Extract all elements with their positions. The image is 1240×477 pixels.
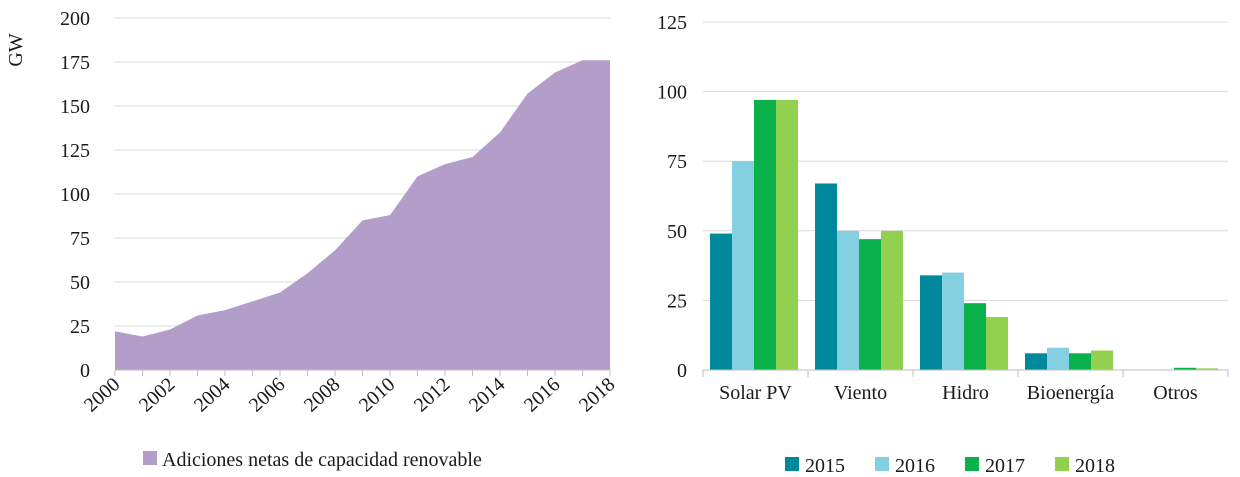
bar-2017-otros bbox=[1174, 367, 1196, 370]
bar-2018-bioenergía bbox=[1091, 350, 1113, 370]
area-x-tick-label: 2012 bbox=[410, 373, 454, 416]
area-chart-x-tick-labels: 2000 2002 2004 2006 2008 2010 2012 2014 2016 2018 bbox=[80, 373, 619, 416]
bar-chart-category-labels: Solar PV Viento Hidro Bioenergía Otros bbox=[719, 382, 1198, 404]
bar-2018-otros bbox=[1196, 368, 1218, 370]
legend-swatch-2017 bbox=[965, 457, 979, 471]
bar-category-label: Viento bbox=[834, 382, 887, 404]
area-y-tick-label: 25 bbox=[70, 316, 90, 338]
bar-category-label: Hidro bbox=[942, 382, 989, 404]
bar-2015-hidro bbox=[920, 275, 942, 370]
legend-label-2015: 2015 bbox=[805, 455, 845, 477]
area-series-renewable-additions bbox=[115, 60, 610, 371]
bar-y-tick-label: 50 bbox=[667, 221, 687, 243]
area-y-tick-label: 200 bbox=[60, 8, 90, 30]
area-y-tick-label: 175 bbox=[60, 52, 90, 74]
legend-swatch-2016 bbox=[875, 457, 889, 471]
bar-category-label: Solar PV bbox=[719, 382, 792, 404]
bar-2018-solar-pv bbox=[776, 99, 798, 371]
area-y-tick-label: 0 bbox=[80, 360, 90, 382]
legend-label-2016: 2016 bbox=[895, 455, 935, 477]
legend-label-renewable-additions: Adiciones netas de capacidad renovable bbox=[162, 449, 482, 471]
bar-2015-bioenergía bbox=[1025, 353, 1047, 370]
bar-2018-viento bbox=[881, 230, 903, 370]
bar-chart: 0 25 50 75 100 125 Solar PV Viento Hidro Bioener… bbox=[657, 12, 1229, 477]
area-x-tick-label: 2016 bbox=[520, 373, 564, 416]
bar-category-label: Bioenergía bbox=[1027, 382, 1115, 404]
legend-swatch-renewable-additions bbox=[143, 451, 157, 465]
bar-2018-hidro bbox=[986, 317, 1008, 370]
area-x-tick-label: 2006 bbox=[245, 373, 289, 416]
legend-label-2017: 2017 bbox=[985, 455, 1025, 477]
area-x-tick-label: 2010 bbox=[355, 373, 399, 416]
bar-category-label: Otros bbox=[1153, 382, 1198, 404]
area-chart-legend: Adiciones netas de capacidad renovable bbox=[143, 449, 482, 471]
bar-2017-hidro bbox=[964, 303, 986, 370]
area-x-tick-label: 2018 bbox=[575, 373, 619, 416]
legend-swatch-2018 bbox=[1055, 457, 1069, 471]
bar-2017-solar-pv bbox=[754, 99, 776, 371]
area-y-tick-label: 100 bbox=[60, 184, 90, 206]
bar-2016-bioenergía bbox=[1047, 347, 1069, 370]
area-y-tick-label: 50 bbox=[70, 272, 90, 294]
bar-chart-legend: 2015 2016 2017 2018 bbox=[785, 455, 1115, 477]
bar-chart-bars bbox=[710, 99, 1218, 371]
bar-2017-bioenergía bbox=[1069, 353, 1091, 370]
bar-2016-viento bbox=[837, 230, 859, 370]
area-x-tick-label: 2008 bbox=[300, 373, 344, 416]
legend-swatch-2015 bbox=[785, 457, 799, 471]
bar-chart-x-tick-marks bbox=[702, 370, 1229, 377]
area-x-tick-label: 2004 bbox=[190, 373, 234, 416]
area-y-tick-label: 125 bbox=[60, 140, 90, 162]
area-chart-y-tick-labels: 0 25 50 75 100 125 150 175 200 bbox=[60, 8, 90, 382]
bar-y-tick-label: 0 bbox=[677, 360, 687, 382]
bar-2016-hidro bbox=[942, 272, 964, 370]
area-chart-x-tick-marks bbox=[114, 370, 611, 376]
area-x-tick-label: 2014 bbox=[465, 373, 509, 416]
bar-2016-solar-pv bbox=[732, 161, 754, 370]
bar-y-tick-label: 100 bbox=[657, 82, 687, 104]
bar-y-tick-label: 25 bbox=[667, 290, 687, 312]
bar-2015-solar-pv bbox=[710, 233, 732, 370]
area-y-tick-label: 75 bbox=[70, 228, 90, 250]
bar-y-tick-label: 75 bbox=[667, 151, 687, 173]
legend-label-2018: 2018 bbox=[1075, 455, 1115, 477]
bar-2015-viento bbox=[815, 183, 837, 370]
bar-y-tick-label: 125 bbox=[657, 12, 687, 34]
area-x-tick-label: 2002 bbox=[135, 373, 179, 416]
area-y-tick-label: 150 bbox=[60, 96, 90, 118]
bar-2017-viento bbox=[859, 239, 881, 370]
area-chart-y-axis-title: GW bbox=[5, 33, 27, 66]
bar-chart-y-tick-labels: 0 25 50 75 100 125 bbox=[657, 12, 687, 382]
